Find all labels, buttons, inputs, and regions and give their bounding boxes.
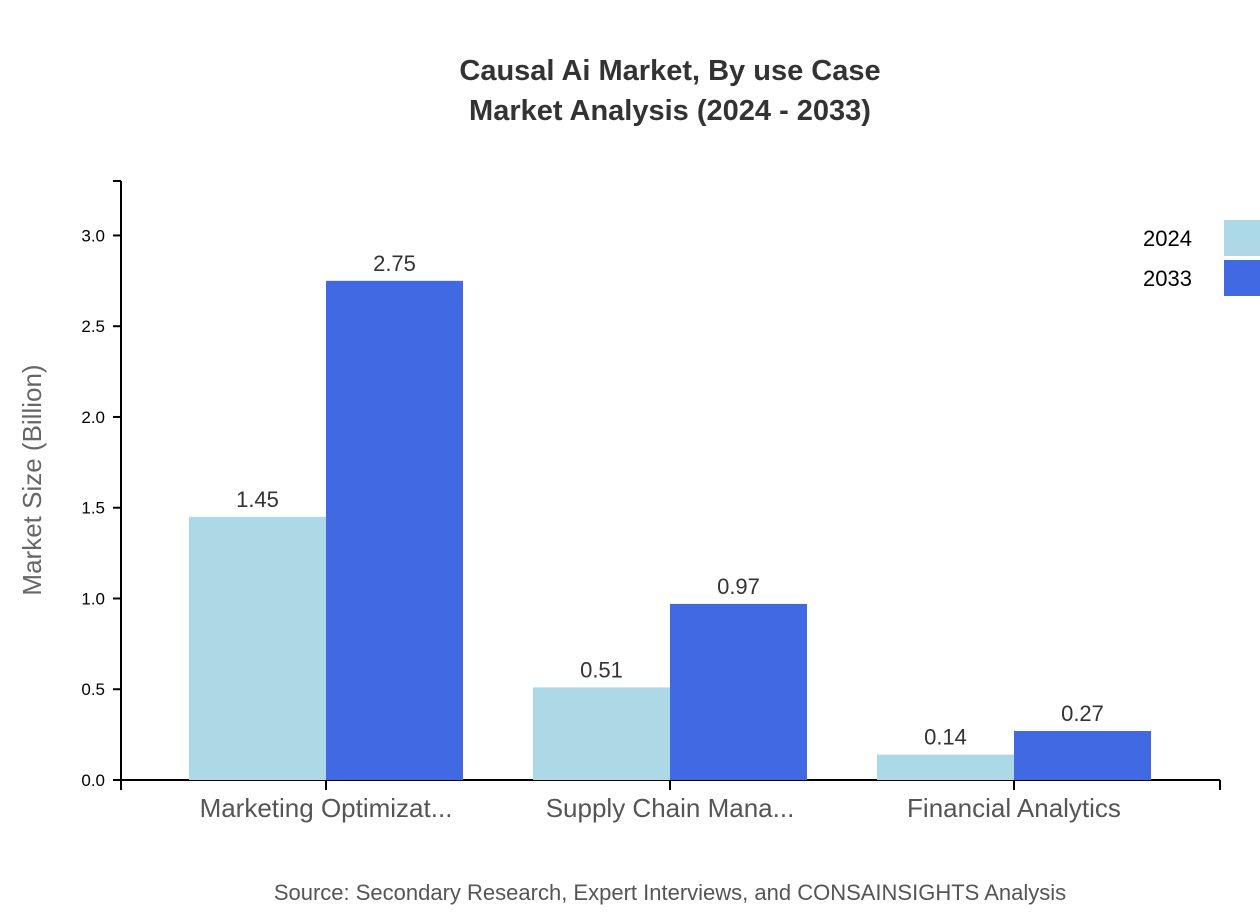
legend-label: 2024 xyxy=(1143,226,1192,251)
y-tick-label: 2.5 xyxy=(81,317,105,336)
y-axis-label: Market Size (Billion) xyxy=(17,364,47,595)
legend-label: 2033 xyxy=(1143,266,1192,291)
y-tick-label: 1.0 xyxy=(81,589,105,608)
chart-subtitle: Market Analysis (2024 - 2033) xyxy=(469,95,871,127)
source-note: Source: Secondary Research, Expert Inter… xyxy=(274,880,1066,905)
y-tick-label: 3.0 xyxy=(81,226,105,245)
chart-title: Causal Ai Market, By use Case xyxy=(459,55,880,87)
bar-2033 xyxy=(670,603,807,780)
legend-swatch-2024 xyxy=(1224,220,1260,256)
y-tick-label: 1.5 xyxy=(81,499,105,518)
data-label: 0.27 xyxy=(1061,701,1104,726)
bar-2024 xyxy=(189,516,326,780)
data-label: 1.45 xyxy=(236,487,279,512)
bar-2024 xyxy=(533,687,670,780)
bar-2033 xyxy=(1014,730,1151,780)
x-tick-label: Marketing Optimizat... xyxy=(200,793,453,823)
data-label: 0.97 xyxy=(717,574,760,599)
y-tick-label: 0.5 xyxy=(81,680,105,699)
x-tick-label: Supply Chain Mana... xyxy=(546,793,795,823)
bar-2024 xyxy=(877,754,1014,780)
legend-swatch-2033 xyxy=(1224,260,1260,296)
data-label: 2.75 xyxy=(373,251,416,276)
data-label: 0.51 xyxy=(580,657,623,682)
y-tick-label: 0.0 xyxy=(81,771,105,790)
bar-2033 xyxy=(326,280,463,780)
x-tick-label: Financial Analytics xyxy=(907,793,1121,823)
y-tick-label: 2.0 xyxy=(81,408,105,427)
data-label: 0.14 xyxy=(924,725,967,750)
